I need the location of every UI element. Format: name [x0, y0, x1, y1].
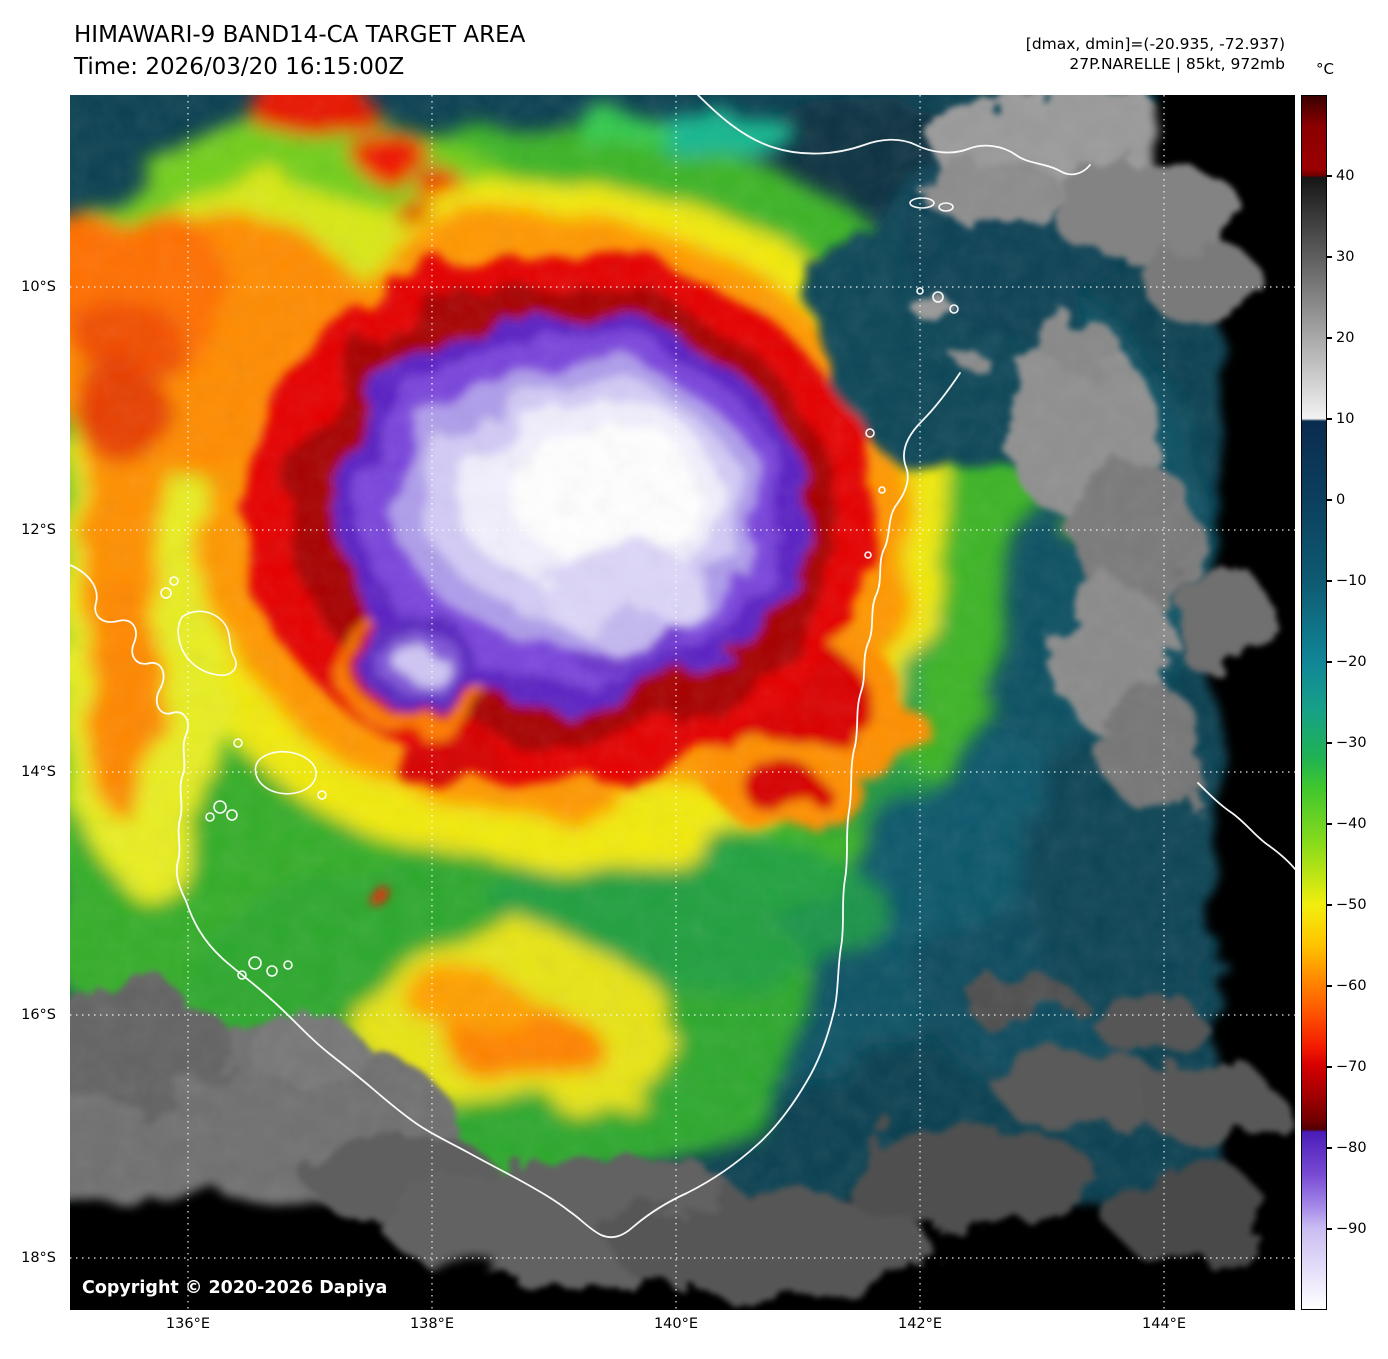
colorbar-tick: −40 [1327, 816, 1367, 832]
colorbar-tick: 30 [1327, 249, 1354, 265]
colorbar-tick-mark [1327, 1147, 1332, 1149]
colorbar-unit-label: °C [1316, 60, 1334, 78]
colorbar-tick-mark [1327, 823, 1332, 825]
lat-tick-label: 10°S [21, 278, 56, 295]
colorbar-tick-mark [1327, 1228, 1332, 1230]
colorbar-tick: 10 [1327, 411, 1354, 427]
colorbar-tick-label: −60 [1336, 978, 1367, 994]
colorbar-tick: −30 [1327, 735, 1367, 751]
colorbar-tick-label: −10 [1336, 573, 1367, 589]
colorbar-tick-mark [1327, 418, 1332, 420]
copyright-strip-bg [70, 1267, 500, 1310]
lon-tick-label: 142°E [897, 1316, 943, 1332]
lat-tick-label: 14°S [21, 763, 56, 780]
satellite-scene [70, 95, 1295, 1310]
lat-axis: 10°S 12°S 14°S 16°S 18°S [0, 95, 62, 1310]
storm-info: 27P.NARELLE | 85kt, 972mb [1069, 55, 1285, 74]
colorbar-tick-label: 0 [1336, 492, 1346, 508]
colorbar-tick-label: 20 [1336, 330, 1355, 346]
colorbar-tick-mark [1327, 499, 1332, 501]
colorbar-tick: −20 [1327, 654, 1367, 670]
colorbar-tick-label: −20 [1336, 654, 1367, 670]
colorbar-tick-mark [1327, 175, 1332, 177]
colorbar-tick-label: 40 [1336, 168, 1355, 184]
colorbar-tick: −10 [1327, 573, 1367, 589]
small-islands [160, 197, 959, 980]
lon-tick-label: 138°E [409, 1316, 455, 1332]
colorbar-tick: 20 [1327, 330, 1354, 346]
colorbar-tick-mark [1327, 256, 1332, 258]
title-block: HIMAWARI-9 BAND14-CA TARGET AREA Time: 2… [74, 20, 525, 83]
lon-axis: 136°E 138°E 140°E 142°E 144°E [70, 1316, 1295, 1340]
colorbar-tick-label: −30 [1336, 735, 1367, 751]
edge-gray-clouds [305, 155, 1280, 1300]
coastlines [70, 95, 1295, 1239]
gridlines [70, 95, 1295, 1310]
colorbar-tick-label: −80 [1336, 1140, 1367, 1156]
colorbar-tick: −80 [1327, 1140, 1367, 1156]
lat-tick-label: 12°S [21, 521, 56, 538]
lon-tick-label: 136°E [165, 1316, 210, 1332]
colorbar-tick: −90 [1327, 1221, 1367, 1237]
lat-tick-label: 18°S [21, 1249, 56, 1266]
colorbar-tick: 0 [1327, 492, 1345, 508]
lat-tick-label: 16°S [21, 1006, 56, 1023]
colorbar-tick-label: −40 [1336, 816, 1367, 832]
colorbar-tick-label: −90 [1336, 1221, 1367, 1237]
colorbar-tick-mark [1327, 580, 1332, 582]
colorbar-tick: 40 [1327, 168, 1354, 184]
colorbar-tick: −50 [1327, 897, 1367, 913]
colorbar-tick-label: 30 [1336, 249, 1355, 265]
colorbar-tick-label: 10 [1336, 411, 1355, 427]
colorbar-tick-mark [1327, 904, 1332, 906]
island-groote [177, 610, 237, 677]
colorbar-tick-mark [1327, 337, 1332, 339]
coastline-png [697, 95, 1091, 176]
colorbar-tick-mark [1327, 1066, 1332, 1068]
colorbar-tick-mark [1327, 742, 1332, 744]
copyright-text: Copyright © 2020-2026 Dapiya [82, 1278, 388, 1298]
colorbar-tick: −70 [1327, 1059, 1367, 1075]
colorbar-tick-label: −70 [1336, 1059, 1367, 1075]
colorbar-tick-column: 40 30 20 10 0 −10 −20 −30 −40 −50 −60 −70 −80 −90 [1327, 95, 1385, 1310]
figure-title: HIMAWARI-9 BAND14-CA TARGET AREA [74, 22, 526, 48]
dmax-dmin-readout: [dmax, dmin]=(-20.935, -72.937) [1025, 35, 1285, 53]
colorbar-tick-label: −50 [1336, 897, 1367, 913]
island-mornington [254, 751, 317, 795]
figure-time: Time: 2026/03/20 16:15:00Z [74, 53, 405, 80]
colorbar-tick: −60 [1327, 978, 1367, 994]
colorbar-tick-mark [1327, 661, 1332, 663]
colorbar [1301, 95, 1327, 1310]
info-block: [dmax, dmin]=(-20.935, -72.937) 27P.NARE… [1026, 34, 1285, 74]
lon-tick-label: 144°E [1142, 1316, 1187, 1332]
colorbar-tick-mark [1327, 985, 1332, 987]
noise-overlay [70, 95, 1295, 1310]
lon-tick-label: 140°E [653, 1316, 699, 1332]
coastline-east-coast [1197, 782, 1295, 870]
satellite-map: Copyright © 2020-2026 Dapiya [70, 95, 1295, 1310]
coastline-gulf-capeyork [70, 372, 961, 1239]
